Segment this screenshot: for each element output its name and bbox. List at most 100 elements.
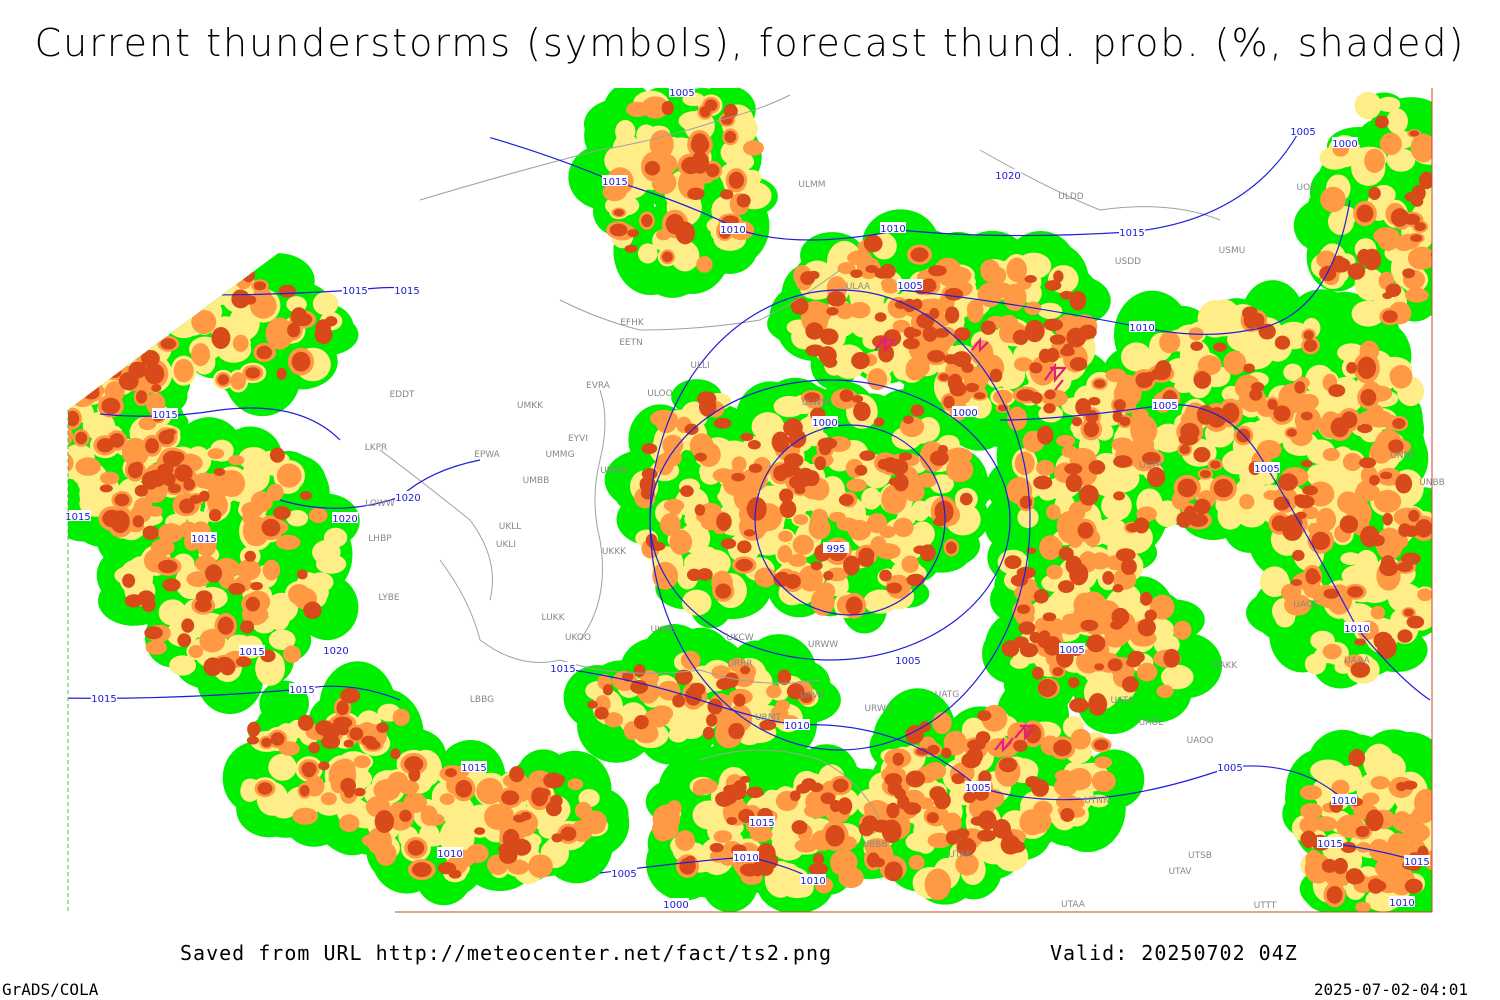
shade-blob: [1311, 531, 1331, 551]
shade-blob: [1067, 677, 1080, 688]
shade-blob: [949, 382, 967, 397]
shade-blob: [293, 312, 313, 327]
shade-blob: [1029, 362, 1043, 374]
shade-blob: [1062, 343, 1074, 357]
shade-blob: [1043, 403, 1056, 414]
shade-blob: [1102, 571, 1115, 585]
shade-blob: [1193, 447, 1211, 463]
shade-blob: [195, 590, 213, 604]
shade-blob: [838, 494, 854, 506]
shade-blob: [376, 722, 389, 733]
shade-blob: [96, 438, 114, 453]
shade-blob: [236, 559, 261, 581]
shade-blob: [666, 800, 682, 817]
shade-blob: [244, 550, 256, 562]
shade-blob: [641, 468, 658, 480]
shade-blob: [275, 534, 301, 550]
shade-blob: [336, 700, 349, 716]
shade-blob: [312, 292, 339, 316]
shade-blob: [1391, 811, 1412, 832]
shade-blob: [663, 498, 685, 513]
shade-blob: [318, 761, 330, 771]
isobar-label: 1005: [669, 88, 694, 99]
shade-blob: [498, 844, 513, 854]
shade-blob: [1377, 635, 1397, 660]
shade-blob: [292, 807, 319, 825]
shade-blob: [528, 854, 553, 879]
timestamp: 2025-07-02-04:01: [1314, 980, 1468, 999]
shade-blob: [836, 517, 859, 532]
shade-blob: [1386, 108, 1408, 134]
station-label: EFHK: [620, 318, 645, 328]
shade-blob: [235, 656, 252, 667]
shade-blob: [1300, 830, 1317, 847]
station-label: LHBP: [368, 534, 392, 544]
shade-blob: [853, 401, 871, 422]
shade-blob: [861, 487, 882, 510]
shade-blob: [119, 371, 139, 391]
shade-blob: [157, 463, 174, 476]
shade-blob: [726, 816, 738, 825]
shade-blob: [1093, 739, 1109, 751]
shade-blob: [973, 392, 986, 400]
shade-blob: [448, 869, 462, 879]
shade-blob: [1088, 397, 1101, 406]
shade-blob: [1064, 463, 1083, 475]
shade-blob: [271, 801, 297, 819]
shade-blob: [1039, 535, 1062, 560]
shade-blob: [920, 298, 936, 309]
shade-blob: [195, 320, 210, 330]
isobar-label: 1010: [880, 224, 905, 235]
shade-blob: [250, 491, 273, 513]
shade-blob: [681, 589, 712, 616]
shade-blob: [509, 766, 525, 783]
shade-blob: [692, 783, 708, 796]
shade-blob: [1316, 507, 1337, 532]
shade-blob: [1357, 423, 1373, 434]
station-label: EVRA: [586, 381, 611, 391]
station-label: UATG: [935, 690, 960, 700]
shade-blob: [1006, 257, 1027, 283]
shade-blob: [1130, 414, 1158, 446]
shade-blob: [299, 784, 310, 797]
station-label: URRR: [727, 659, 752, 669]
shade-blob: [1267, 398, 1278, 410]
shade-blob: [946, 830, 962, 841]
isobar-label: 1015: [1119, 228, 1144, 239]
shade-blob: [300, 490, 312, 501]
shade-blob: [886, 802, 900, 819]
shade-blob: [411, 862, 432, 878]
shade-blob: [594, 706, 609, 720]
shade-blob: [943, 354, 959, 365]
shade-blob: [1058, 580, 1075, 594]
shade-blob: [961, 839, 973, 850]
shade-blob: [672, 694, 686, 708]
shade-blob: [1365, 809, 1384, 832]
shade-blob: [1017, 507, 1039, 528]
shade-blob: [656, 229, 671, 241]
shade-blob: [666, 715, 694, 732]
shade-blob: [1422, 183, 1432, 214]
shade-blob: [1322, 643, 1342, 660]
isobar-label: 1015: [91, 694, 116, 705]
isobar-label: 1015: [749, 818, 774, 829]
station-label: EETN: [619, 338, 643, 348]
shade-blob: [961, 752, 982, 769]
shade-blob: [1052, 666, 1064, 677]
shade-blob: [183, 478, 196, 491]
station-label: LBBG: [470, 695, 494, 705]
shade-blob: [270, 732, 285, 746]
shade-blob: [308, 507, 328, 524]
shade-blob: [297, 714, 314, 731]
shade-blob: [1348, 749, 1366, 767]
shade-blob: [353, 787, 366, 797]
shade-blob: [675, 830, 696, 851]
shade-blob: [938, 373, 950, 381]
isobar-label: 1010: [1331, 796, 1356, 807]
shade-blob: [906, 573, 926, 587]
shade-blob: [375, 842, 397, 866]
shade-blob: [257, 782, 273, 795]
shade-blob: [1403, 608, 1414, 617]
shade-blob: [141, 597, 156, 612]
shade-blob: [158, 599, 187, 626]
